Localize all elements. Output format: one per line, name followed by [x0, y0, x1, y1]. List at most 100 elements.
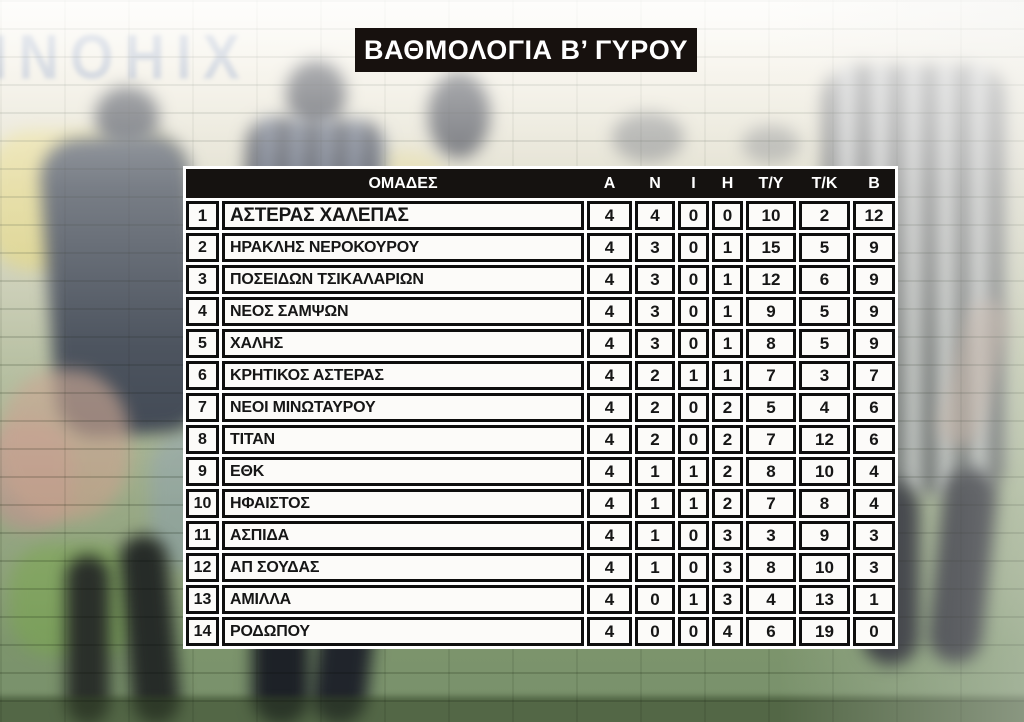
goals-for-cell: 6	[746, 617, 796, 646]
losses-cell: 1	[712, 297, 743, 326]
header-goals-for: Τ/Υ	[758, 174, 784, 192]
page-title: ΒΑΘΜΟΛΟΓΙΑ Β’ ΓΥΡΟΥ	[355, 28, 697, 72]
table-body: 1 ΑΣΤΕΡΑΣ ΧΑΛΕΠΑΣ 4 4 0 0 10 2 12 2 ΗΡΑΚ…	[186, 201, 895, 646]
draws-cell: 1	[678, 361, 709, 390]
played-cell: 4	[587, 265, 632, 294]
team-cell: ΑΣΤΕΡΑΣ ΧΑΛΕΠΑΣ	[222, 201, 584, 230]
header-draws: Ι	[691, 174, 696, 192]
table-row: 6 ΚΡΗΤΙΚΟΣ ΑΣΤΕΡΑΣ 4 2 1 1 7 3 7	[186, 361, 895, 390]
wins-cell: 0	[635, 585, 675, 614]
goals-against-cell: 9	[799, 521, 850, 550]
goals-for-cell: 12	[746, 265, 796, 294]
points-cell: 12	[853, 201, 895, 230]
losses-cell: 1	[712, 361, 743, 390]
wins-cell: 0	[635, 617, 675, 646]
goals-against-cell: 10	[799, 457, 850, 486]
goals-against-cell: 5	[799, 329, 850, 358]
draws-cell: 0	[678, 265, 709, 294]
draws-cell: 0	[678, 297, 709, 326]
goals-against-cell: 4	[799, 393, 850, 422]
rank-cell: 8	[186, 425, 219, 454]
team-cell: ΗΦΑΙΣΤΟΣ	[222, 489, 584, 518]
played-cell: 4	[587, 425, 632, 454]
losses-cell: 4	[712, 617, 743, 646]
table-row: 11 ΑΣΠΙΔΑ 4 1 0 3 3 9 3	[186, 521, 895, 550]
goals-for-cell: 7	[746, 489, 796, 518]
wins-cell: 1	[635, 457, 675, 486]
losses-cell: 2	[712, 457, 743, 486]
played-cell: 4	[587, 393, 632, 422]
rank-cell: 3	[186, 265, 219, 294]
header-wins: Ν	[649, 174, 661, 192]
losses-cell: 1	[712, 233, 743, 262]
team-cell: ΤΙΤΑΝ	[222, 425, 584, 454]
rank-cell: 5	[186, 329, 219, 358]
goals-against-cell: 19	[799, 617, 850, 646]
rank-cell: 12	[186, 553, 219, 582]
draws-cell: 0	[678, 233, 709, 262]
goals-for-cell: 15	[746, 233, 796, 262]
header-played: Α	[603, 174, 616, 192]
points-cell: 6	[853, 425, 895, 454]
wins-cell: 2	[635, 393, 675, 422]
team-cell: ΑΜΙΛΛΑ	[222, 585, 584, 614]
table-header-row: ΟΜΑΔΕΣ Α Ν Ι Η Τ/Υ Τ/Κ Β	[186, 169, 895, 198]
played-cell: 4	[587, 489, 632, 518]
goals-for-cell: 8	[746, 553, 796, 582]
table-row: 10 ΗΦΑΙΣΤΟΣ 4 1 1 2 7 8 4	[186, 489, 895, 518]
table-row: 7 ΝΕΟΙ ΜΙΝΩΤΑΥΡΟΥ 4 2 0 2 5 4 6	[186, 393, 895, 422]
table-row: 14 ΡΟΔΩΠΟΥ 4 0 0 4 6 19 0	[186, 617, 895, 646]
team-cell: ΝΕΟΙ ΜΙΝΩΤΑΥΡΟΥ	[222, 393, 584, 422]
points-cell: 9	[853, 233, 895, 262]
played-cell: 4	[587, 617, 632, 646]
losses-cell: 3	[712, 553, 743, 582]
points-cell: 9	[853, 265, 895, 294]
table-row: 13 ΑΜΙΛΛΑ 4 0 1 3 4 13 1	[186, 585, 895, 614]
draws-cell: 1	[678, 585, 709, 614]
goals-against-cell: 3	[799, 361, 850, 390]
rank-cell: 6	[186, 361, 219, 390]
wins-cell: 2	[635, 361, 675, 390]
table-row: 1 ΑΣΤΕΡΑΣ ΧΑΛΕΠΑΣ 4 4 0 0 10 2 12	[186, 201, 895, 230]
wins-cell: 4	[635, 201, 675, 230]
rank-cell: 2	[186, 233, 219, 262]
goals-for-cell: 3	[746, 521, 796, 550]
wins-cell: 3	[635, 297, 675, 326]
played-cell: 4	[587, 297, 632, 326]
points-cell: 6	[853, 393, 895, 422]
goals-for-cell: 9	[746, 297, 796, 326]
draws-cell: 0	[678, 617, 709, 646]
wins-cell: 1	[635, 553, 675, 582]
points-cell: 4	[853, 457, 895, 486]
table-row: 9 ΕΘΚ 4 1 1 2 8 10 4	[186, 457, 895, 486]
header-losses: Η	[721, 174, 734, 192]
team-cell: ΝΕΟΣ ΣΑΜΨΩΝ	[222, 297, 584, 326]
rank-cell: 11	[186, 521, 219, 550]
points-cell: 3	[853, 553, 895, 582]
played-cell: 4	[587, 553, 632, 582]
points-cell: 9	[853, 329, 895, 358]
rank-cell: 9	[186, 457, 219, 486]
rank-cell: 14	[186, 617, 219, 646]
table-row: 4 ΝΕΟΣ ΣΑΜΨΩΝ 4 3 0 1 9 5 9	[186, 297, 895, 326]
losses-cell: 2	[712, 393, 743, 422]
wins-cell: 3	[635, 329, 675, 358]
goals-for-cell: 7	[746, 425, 796, 454]
losses-cell: 0	[712, 201, 743, 230]
draws-cell: 0	[678, 553, 709, 582]
draws-cell: 0	[678, 201, 709, 230]
goals-for-cell: 4	[746, 585, 796, 614]
wins-cell: 2	[635, 425, 675, 454]
points-cell: 9	[853, 297, 895, 326]
draws-cell: 1	[678, 489, 709, 518]
losses-cell: 1	[712, 329, 743, 358]
table-row: 2 ΗΡΑΚΛΗΣ ΝΕΡΟΚΟΥΡΟΥ 4 3 0 1 15 5 9	[186, 233, 895, 262]
goals-against-cell: 6	[799, 265, 850, 294]
wins-cell: 1	[635, 489, 675, 518]
team-cell: ΑΣΠΙΔΑ	[222, 521, 584, 550]
draws-cell: 1	[678, 457, 709, 486]
standings-table: ΟΜΑΔΕΣ Α Ν Ι Η Τ/Υ Τ/Κ Β 1 ΑΣΤΕΡΑΣ ΧΑΛΕΠ…	[183, 166, 898, 649]
rank-cell: 10	[186, 489, 219, 518]
played-cell: 4	[587, 233, 632, 262]
